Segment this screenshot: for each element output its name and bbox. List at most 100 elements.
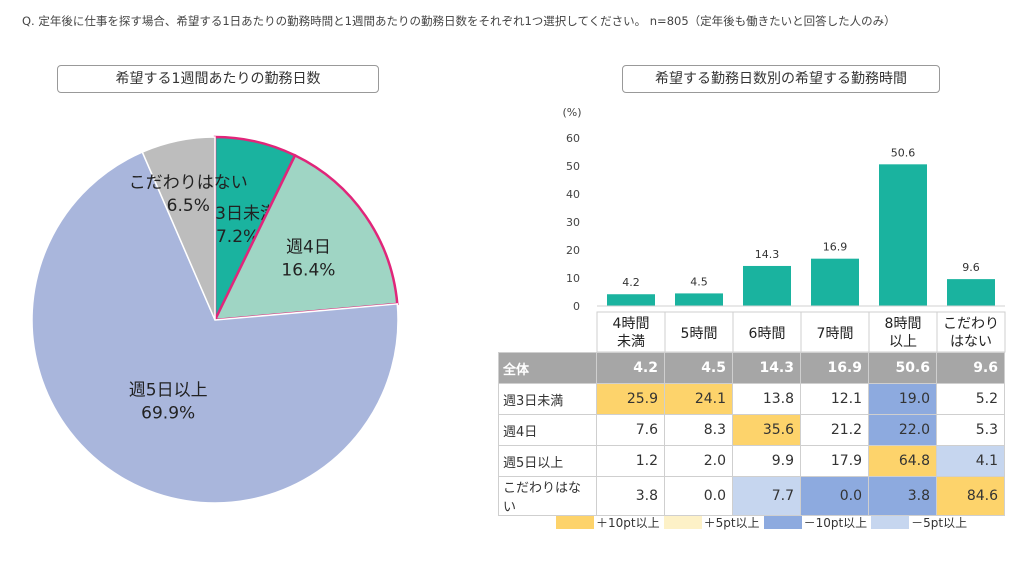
row-label: 週3日未満 (498, 383, 597, 415)
bar-value-label: 9.6 (962, 261, 980, 274)
pie-slice (31, 151, 399, 504)
y-tick-label: 30 (566, 216, 580, 229)
pie-slice-label: 週3日未満 (198, 204, 277, 224)
legend-item: －10pt以上 (763, 514, 868, 531)
row-label: 全体 (498, 352, 597, 384)
legend-label: ＋10pt以上 (596, 516, 660, 530)
table-cell: 7.6 (596, 414, 665, 446)
legend-swatch (663, 516, 702, 529)
table-cell: 4.5 (664, 352, 733, 384)
legend-label: －10pt以上 (803, 516, 868, 530)
table-cell: 5.3 (936, 414, 1005, 446)
table-cell: 13.8 (732, 383, 801, 415)
category-header-cell (936, 311, 1006, 353)
bar-value-label: 4.5 (690, 275, 708, 288)
legend-swatch (871, 516, 910, 529)
row-label: こだわりはない (498, 476, 597, 516)
table-cell: 9.9 (732, 445, 801, 477)
pie-slice-value: 16.4% (281, 261, 335, 281)
bar-value-label: 14.3 (755, 248, 780, 261)
table-legend: ＋10pt以上 ＋5pt以上 －10pt以上 －5pt以上 (556, 514, 971, 531)
category-header-cell (596, 311, 666, 353)
x-tick-label: 8時間以上 (885, 316, 922, 350)
table-cell: 0.0 (800, 476, 869, 516)
table-cell: 4.2 (596, 352, 665, 384)
table-cell: 22.0 (868, 414, 937, 446)
y-tick-label: 40 (566, 188, 580, 201)
x-tick-label: 7時間 (817, 326, 854, 342)
legend-item: ＋10pt以上 (556, 514, 660, 531)
pie-slice-label: 週4日 (286, 238, 331, 258)
legend-label: －5pt以上 (911, 516, 968, 530)
table-cell: 17.9 (800, 445, 869, 477)
table-cell: 5.2 (936, 383, 1005, 415)
y-tick-label: 20 (566, 244, 580, 257)
table-cell: 1.2 (596, 445, 665, 477)
row-label: 週4日 (498, 414, 597, 446)
bar-chart: (%) 0 10 20 30 40 50 60 4.2 4.5 14.3 16.9 50.6 9.6 4時間… (562, 106, 1006, 353)
table-cell: 19.0 (868, 383, 937, 415)
pie-slice-value: 6.5% (167, 196, 210, 216)
table-cell: 2.0 (664, 445, 733, 477)
question-text: Q. 定年後に仕事を探す場合、希望する1日あたりの勤務時間と1週間あたりの勤務日… (22, 14, 896, 28)
category-header-cell (868, 311, 938, 353)
table-cell: 84.6 (936, 476, 1005, 516)
pie-slice-value: 69.9% (141, 404, 195, 424)
table-cell: 24.1 (664, 383, 733, 415)
y-tick-label: 50 (566, 160, 580, 173)
y-axis-unit: (%) (562, 106, 581, 119)
table-cell: 35.6 (732, 414, 801, 446)
table-row: 全体 4.2 4.5 14.3 16.9 50.6 9.6 (498, 352, 1005, 384)
x-tick-label: こだわりはない (943, 316, 999, 350)
table-cell: 14.3 (732, 352, 801, 384)
cross-table: 全体 4.2 4.5 14.3 16.9 50.6 9.6 週3日未満 25.9 24.1 13.8… (498, 352, 1005, 516)
table-cell: 3.8 (596, 476, 665, 516)
pie-chart: 週3日未満 7.2% 週4日 16.4% 週5日以上 69.9% こだわりはない 6.5% (31, 135, 399, 504)
bar-value-label: 16.9 (823, 241, 848, 254)
bar (675, 293, 723, 306)
bar-value-label: 50.6 (891, 146, 916, 159)
y-tick-label: 10 (566, 272, 580, 285)
legend-item: ＋5pt以上 (663, 514, 760, 531)
table-cell: 25.9 (596, 383, 665, 415)
pie-slice-label: 週5日以上 (129, 381, 208, 401)
bar (879, 164, 927, 306)
table-cell: 64.8 (868, 445, 937, 477)
table-cell: 9.6 (936, 352, 1005, 384)
table-cell: 21.2 (800, 414, 869, 446)
x-tick-label: 4時間未満 (613, 316, 650, 350)
table-cell: 7.7 (732, 476, 801, 516)
category-header-cell (664, 311, 734, 353)
bar-value-label: 4.2 (622, 276, 640, 289)
table-cell: 12.1 (800, 383, 869, 415)
legend-item: －5pt以上 (871, 514, 967, 531)
y-tick-label: 60 (566, 132, 580, 145)
pie-slice-value: 7.2% (216, 227, 259, 247)
table-row: 週3日未満 25.9 24.1 13.8 12.1 19.0 5.2 (498, 383, 1005, 415)
y-tick-label: 0 (573, 300, 580, 313)
row-label: 週5日以上 (498, 445, 597, 477)
pie-chart-title: 希望する1週間あたりの勤務日数 (57, 65, 379, 93)
legend-swatch (763, 516, 802, 529)
table-cell: 4.1 (936, 445, 1005, 477)
legend-swatch (556, 516, 594, 529)
table-row: 週4日 7.6 8.3 35.6 21.2 22.0 5.3 (498, 414, 1005, 446)
table-cell: 0.0 (664, 476, 733, 516)
legend-label: ＋5pt以上 (703, 516, 760, 530)
pie-slice (212, 153, 399, 322)
bar-chart-title: 希望する勤務日数別の希望する勤務時間 (622, 65, 940, 93)
bar (607, 294, 655, 306)
table-row: こだわりはない 3.8 0.0 7.7 0.0 3.8 84.6 (498, 476, 1005, 516)
pie-slice (141, 136, 216, 321)
x-tick-label: 6時間 (749, 326, 786, 342)
table-row: 週5日以上 1.2 2.0 9.9 17.9 64.8 4.1 (498, 445, 1005, 477)
table-cell: 50.6 (868, 352, 937, 384)
bar (811, 258, 859, 306)
bar (743, 265, 791, 306)
x-tick-label: 5時間 (681, 326, 718, 342)
pie-slice-label: こだわりはない (129, 173, 248, 193)
bar (947, 279, 995, 306)
table-cell: 16.9 (800, 352, 869, 384)
table-cell: 3.8 (868, 476, 937, 516)
category-header-cell (732, 311, 802, 353)
